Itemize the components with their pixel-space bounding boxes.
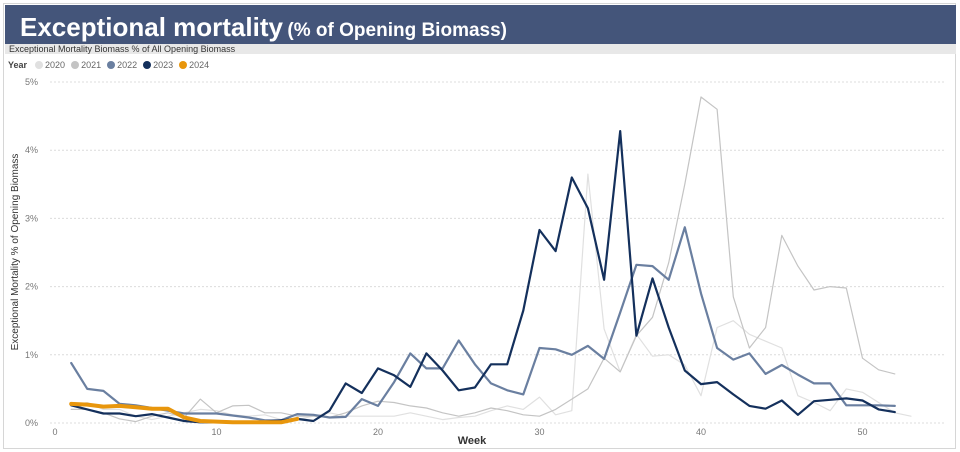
legend-item-2024[interactable]: 2024	[179, 60, 209, 70]
series-line-2024	[69, 401, 300, 425]
legend-dot	[107, 61, 116, 69]
legend-dot	[35, 61, 44, 69]
legend-item-2020[interactable]: 2020	[35, 60, 65, 70]
series-line-2021	[70, 96, 896, 423]
y-tick-label: 1%	[25, 350, 38, 360]
series-line-2023	[70, 130, 896, 424]
y-tick-label: 2%	[25, 282, 38, 292]
legend-item-2022[interactable]: 2022	[107, 60, 137, 70]
y-tick-label: 3%	[25, 213, 38, 223]
x-tick-label: 10	[211, 427, 221, 437]
x-tick-label: 20	[373, 427, 383, 437]
page-header: Exceptional mortality (% of Opening Biom…	[5, 5, 956, 45]
legend-label: 2021	[81, 60, 102, 70]
series-line-2022	[70, 226, 896, 422]
x-tick-label: 30	[534, 427, 544, 437]
legend-label: 2024	[189, 60, 210, 70]
x-tick-label: 50	[857, 427, 867, 437]
chart-card	[3, 3, 956, 449]
series-line-2020	[70, 173, 912, 421]
y-tick-label: 4%	[25, 145, 38, 155]
legend-item-2021[interactable]: 2021	[71, 60, 101, 70]
x-tick-label: 0	[52, 427, 57, 437]
legend-label: 2023	[153, 60, 174, 70]
page-title-suffix: (% of Opening Biomass)	[287, 20, 507, 41]
legend-dot	[71, 61, 80, 69]
legend-dot	[179, 61, 188, 69]
page-title: Exceptional mortality	[20, 12, 283, 42]
x-axis-label: Week	[458, 435, 487, 447]
y-tick-label: 5%	[25, 77, 38, 87]
legend-label: 2022	[117, 60, 138, 70]
legend-title: Year	[8, 60, 28, 70]
y-axis-label: Exceptional Mortality % of Opening Bioma…	[10, 154, 21, 351]
x-tick-label: 40	[696, 427, 706, 437]
legend-dot	[143, 61, 152, 69]
legend: Year 2020 2021 2022 2023 2024	[8, 60, 209, 70]
legend-label: 2020	[45, 60, 66, 70]
y-tick-label: 0%	[25, 418, 38, 428]
chart-title: Exceptional Mortality Biomass % of All O…	[5, 44, 956, 54]
legend-item-2023[interactable]: 2023	[143, 60, 173, 70]
